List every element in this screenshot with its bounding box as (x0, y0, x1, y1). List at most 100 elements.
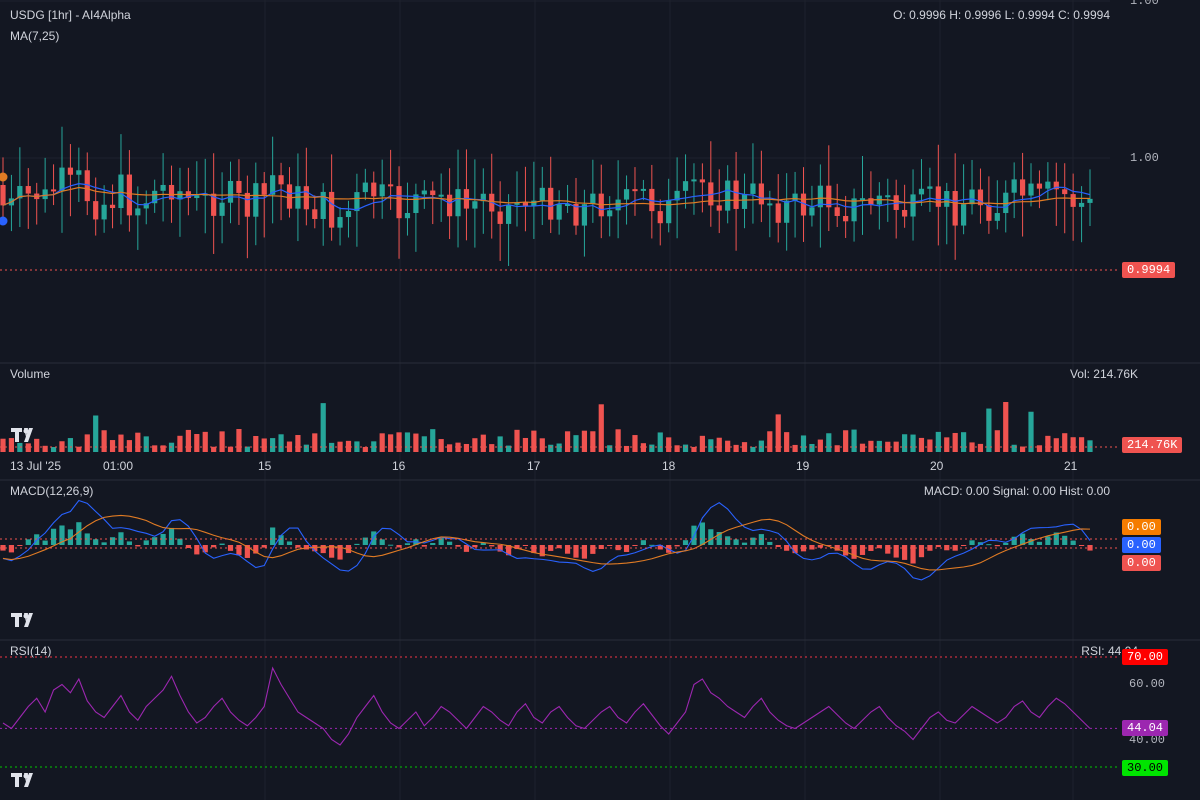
candle-body (50, 189, 57, 192)
candle-body (514, 202, 520, 205)
volume-bar (362, 446, 368, 452)
macd-histogram-bar (733, 539, 739, 545)
macd-histogram-bar (800, 545, 807, 552)
candle-body (118, 174, 124, 209)
macd-histogram-bar (185, 545, 191, 549)
volume-bar (522, 437, 529, 452)
volume-bar (977, 443, 984, 452)
volume-tag: 214.76K (1122, 437, 1183, 453)
time-axis-label: 13 Jul '25 (10, 459, 61, 473)
time-axis-label: 01:00 (103, 459, 134, 473)
candle-body (1070, 194, 1076, 207)
volume-bar (1045, 435, 1051, 452)
candle-body (817, 185, 823, 208)
macd-histogram-bar (211, 545, 217, 548)
macd-histogram-bar (817, 545, 823, 548)
macd-histogram-bar (168, 527, 175, 545)
candle-body (480, 193, 486, 202)
volume-bar (843, 430, 849, 452)
volume-bar (564, 431, 571, 452)
candle-body (227, 180, 234, 203)
volume-bar (413, 433, 419, 452)
current-price-tag: 0.9994 (1122, 262, 1176, 278)
candle-body (632, 189, 638, 192)
macd-label[interactable]: MACD(12,26,9) (10, 484, 94, 498)
macd-histogram-bar (1028, 539, 1034, 545)
macd-histogram-bar (767, 541, 773, 545)
volume-bar (708, 439, 714, 452)
macd-histogram-bar (809, 545, 815, 550)
macd-histogram-bar (261, 545, 267, 548)
macd-histogram-bar (514, 545, 520, 550)
candle-body (0, 185, 6, 206)
macd-histogram-bar (1019, 533, 1026, 545)
candle-body (438, 194, 444, 197)
macd-histogram-bar (564, 545, 571, 554)
rsi-line (2, 666, 1091, 746)
volume-bar (961, 432, 967, 452)
volume-bar (969, 442, 975, 452)
volume-bar (944, 437, 950, 452)
candle-body (986, 205, 992, 221)
volume-bar (935, 431, 941, 452)
macd-histogram-bar (101, 542, 107, 545)
volume-bar (834, 445, 840, 452)
macd-histogram-bar (977, 542, 984, 545)
candle-body (126, 174, 132, 216)
volume-bar (809, 443, 815, 452)
macd-histogram-bar (253, 545, 259, 554)
volume-bar (800, 435, 807, 452)
volume-bar (885, 441, 891, 452)
volume-bar (202, 431, 208, 452)
time-axis-label: 21 (1064, 459, 1078, 473)
macd-histogram-bar (42, 540, 48, 545)
macd-histogram-bar (775, 545, 781, 548)
candle-body (472, 201, 478, 209)
macd-histogram-bar (573, 545, 579, 558)
volume-bar (1078, 437, 1085, 452)
candle-body (910, 194, 916, 217)
candle-body (303, 186, 309, 210)
candle-body (1019, 179, 1026, 196)
time-axis-label: 16 (392, 459, 406, 473)
volume-bar (590, 431, 596, 452)
candle-body (750, 183, 756, 194)
volume-bar (514, 429, 520, 452)
macd-histogram-bar (446, 541, 453, 545)
time-axis-label: 20 (930, 459, 944, 473)
volume-bar (539, 438, 545, 452)
price-axis-top-tick: 1.00 (1130, 0, 1159, 8)
volume-bar (253, 436, 259, 452)
volume-bar (497, 436, 503, 452)
volume-bar (50, 446, 57, 452)
volume-bar (859, 443, 866, 452)
volume-bar (927, 439, 933, 452)
candle-body (590, 193, 596, 205)
ma-indicator-label[interactable]: MA(7,25) (10, 29, 60, 43)
candle-body (76, 170, 82, 175)
macd-histogram-bar (935, 545, 941, 548)
macd-histogram-bar (851, 545, 857, 559)
candle-body (708, 182, 714, 206)
macd-histogram-bar (421, 545, 427, 547)
macd-histogram-bar (25, 539, 31, 545)
candle-body (261, 183, 267, 195)
macd-histogram-bar (1003, 542, 1009, 545)
volume-bar (623, 445, 630, 452)
candle-body (573, 203, 579, 226)
macd-histogram-bar (312, 545, 318, 552)
rsi-current-tag: 44.04 (1122, 720, 1169, 736)
candle-body (168, 184, 175, 200)
macd-histogram-bar (67, 529, 74, 545)
volume-label[interactable]: Volume (10, 367, 51, 381)
macd-histogram-bar (84, 533, 90, 545)
candle-body (236, 180, 242, 193)
macd-histogram-bar (295, 545, 301, 548)
candle-body (135, 208, 141, 216)
volume-bar (135, 432, 141, 452)
volume-bar (817, 439, 823, 452)
macd-histogram-bar (438, 538, 444, 545)
rsi-label[interactable]: RSI(14) (10, 644, 52, 658)
macd-histogram-bar (657, 545, 663, 550)
